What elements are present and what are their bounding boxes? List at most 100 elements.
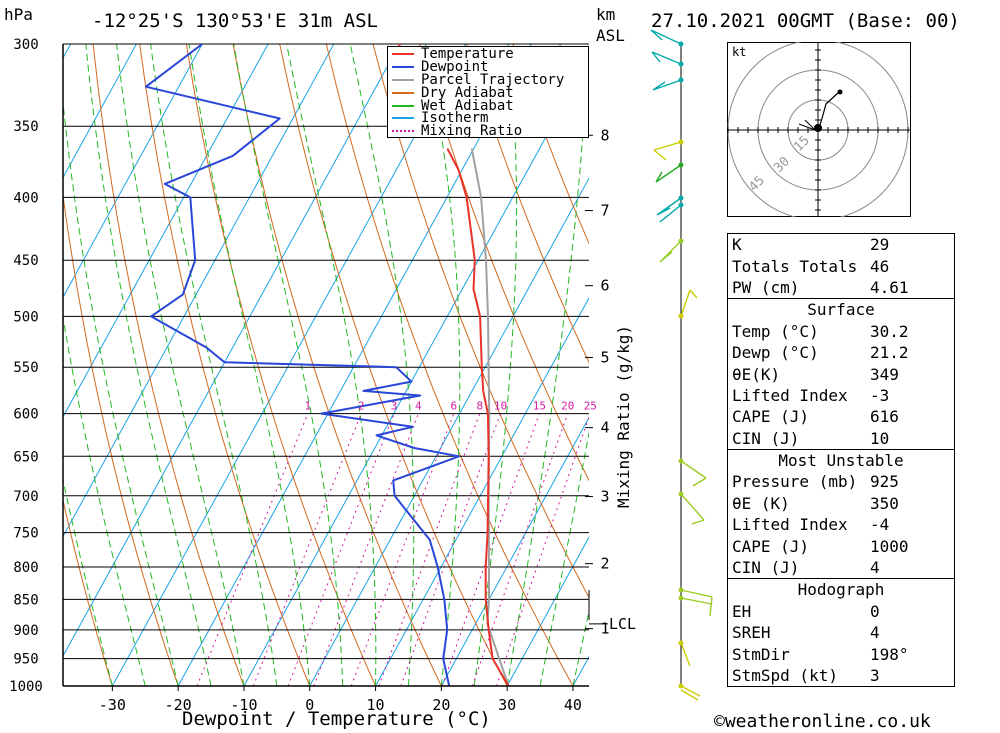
legend-label: Dry Adiabat: [421, 84, 514, 101]
surface-section-title: Surface: [807, 300, 875, 320]
legend-label: Isotherm: [421, 110, 489, 127]
indices-label: Pressure (mb): [732, 472, 858, 492]
hodograph-end-point: [837, 89, 843, 95]
mixing-ratio-line: [378, 413, 481, 686]
indices-row: EH 0: [728, 601, 954, 622]
isotherm-line: [0, 44, 5, 686]
indices-value: 350: [870, 493, 899, 513]
indices-row: Lifted Index -3: [728, 385, 954, 406]
wind-level-dot: [678, 139, 684, 145]
indices-row: CIN (J) 10: [728, 428, 954, 449]
indices-label: Temp (°C): [732, 321, 819, 341]
km-tick-label: 7: [600, 202, 609, 220]
dry-adiabat-line: [465, 44, 589, 364]
indices-value: 349: [870, 364, 899, 384]
x-tick-label: 20: [432, 696, 450, 714]
dry-adiabat-line: [512, 44, 589, 245]
wet-adiabat-line: [473, 44, 518, 686]
x-axis-label: Dewpoint / Temperature (°C): [182, 708, 491, 730]
wind-barb: [653, 141, 682, 161]
pressure-tick-label: 1000: [9, 679, 43, 695]
mixing-ratio-label: 6: [450, 400, 457, 413]
location-title: -12°25'S 130°53'E 31m ASL: [92, 10, 378, 32]
dry-adiabat-line: [419, 44, 589, 482]
wind-level-dot: [678, 683, 684, 689]
km-tick-label: 4: [600, 419, 609, 437]
x-tick-label: -30: [99, 696, 126, 714]
indices-row: CAPE (J) 1000: [728, 535, 954, 556]
km-tick-label: 6: [600, 277, 609, 295]
legend-swatch: [392, 104, 414, 107]
legend-swatch: [392, 53, 414, 56]
mixing-ratio-line: [495, 415, 589, 686]
indices-value: 925: [870, 472, 899, 492]
x-tick-label: -20: [165, 696, 192, 714]
wind-barb: [680, 493, 705, 525]
mixing-ratio-line: [196, 413, 309, 686]
indices-row: Pressure (mb) 925: [728, 471, 954, 492]
legend-swatch: [392, 66, 414, 69]
isotherm-line: [177, 44, 532, 686]
indices-row: SREH 4: [728, 622, 954, 643]
dry-adiabat-line: [92, 44, 245, 686]
pressure-tick-label: 400: [13, 190, 38, 206]
indices-value: -4: [870, 515, 890, 535]
indices-value: 3: [870, 666, 880, 685]
legend-swatch: [392, 130, 414, 133]
wind-barb: [651, 51, 682, 65]
indices-row: θE(K) 349: [728, 363, 954, 384]
legend-item: Wet Adiabat: [388, 99, 588, 113]
indices-value: 46: [870, 256, 890, 276]
wind-level-dot: [678, 77, 684, 83]
wet-adiabat-line: [572, 609, 589, 686]
parcel-trajectory-line: [470, 148, 510, 686]
wind-barb: [650, 29, 682, 45]
mixing-ratio-line: [287, 413, 395, 686]
pressure-tick-label: 950: [13, 652, 38, 668]
wet-adiabat-line: [349, 44, 415, 686]
pressure-tick-label: 600: [13, 407, 38, 423]
indices-label: CIN (J): [732, 558, 800, 578]
x-tick-label: 30: [498, 696, 516, 714]
pressure-tick-label: 650: [13, 449, 38, 465]
wind-level-dot: [678, 313, 684, 319]
dry-adiabat-line: [63, 497, 113, 686]
wet-adiabat-line: [63, 477, 113, 686]
legend-item: Dewpoint: [388, 60, 588, 74]
indices-value: -3: [870, 385, 890, 405]
pressure-tick-label: 500: [13, 309, 38, 325]
indices-label: StmDir: [732, 644, 790, 664]
most-unstable-section: Most Unstable Pressure (mb) 925 θE (K) 350 L…: [728, 448, 954, 578]
mixing-ratio-label: 15: [533, 400, 546, 413]
temperature-line: [446, 148, 510, 686]
copyright-link[interactable]: ©weatheronline.co.uk: [714, 711, 931, 732]
chart-legend: Temperature Dewpoint Parcel Trajectory Dry …: [387, 46, 589, 138]
mixing-ratio-label: 8: [476, 400, 483, 413]
wet-adiabat-line: [539, 430, 589, 686]
isotherm-line: [506, 536, 589, 686]
pressure-tick-label: 350: [13, 119, 38, 135]
pressure-tick-label: 850: [13, 592, 38, 608]
wind-level-dot: [678, 61, 684, 67]
x-tick-label: 0: [305, 696, 314, 714]
dry-adiabat-line: [63, 192, 179, 686]
pressure-tick-label: 550: [13, 360, 38, 376]
wind-barb: [680, 289, 698, 317]
legend-swatch: [392, 78, 414, 81]
wind-barb: [659, 204, 682, 223]
km-tick-label: 1: [600, 620, 609, 638]
wind-level-dot: [678, 587, 684, 593]
km-tick-label: 8: [600, 126, 609, 144]
indices-value: 21.2: [870, 343, 909, 363]
x-tick-label: -10: [230, 696, 257, 714]
km-tick-label: 3: [600, 488, 609, 506]
mixing-ratio-label: 25: [584, 400, 597, 413]
indices-value: 4: [870, 623, 880, 643]
isotherm-line: [243, 57, 589, 686]
wet-adiabat-line: [425, 44, 461, 686]
pressure-tick-label: 300: [13, 37, 38, 53]
indices-label: K: [732, 235, 742, 255]
legend-label: Parcel Trajectory: [421, 71, 565, 88]
